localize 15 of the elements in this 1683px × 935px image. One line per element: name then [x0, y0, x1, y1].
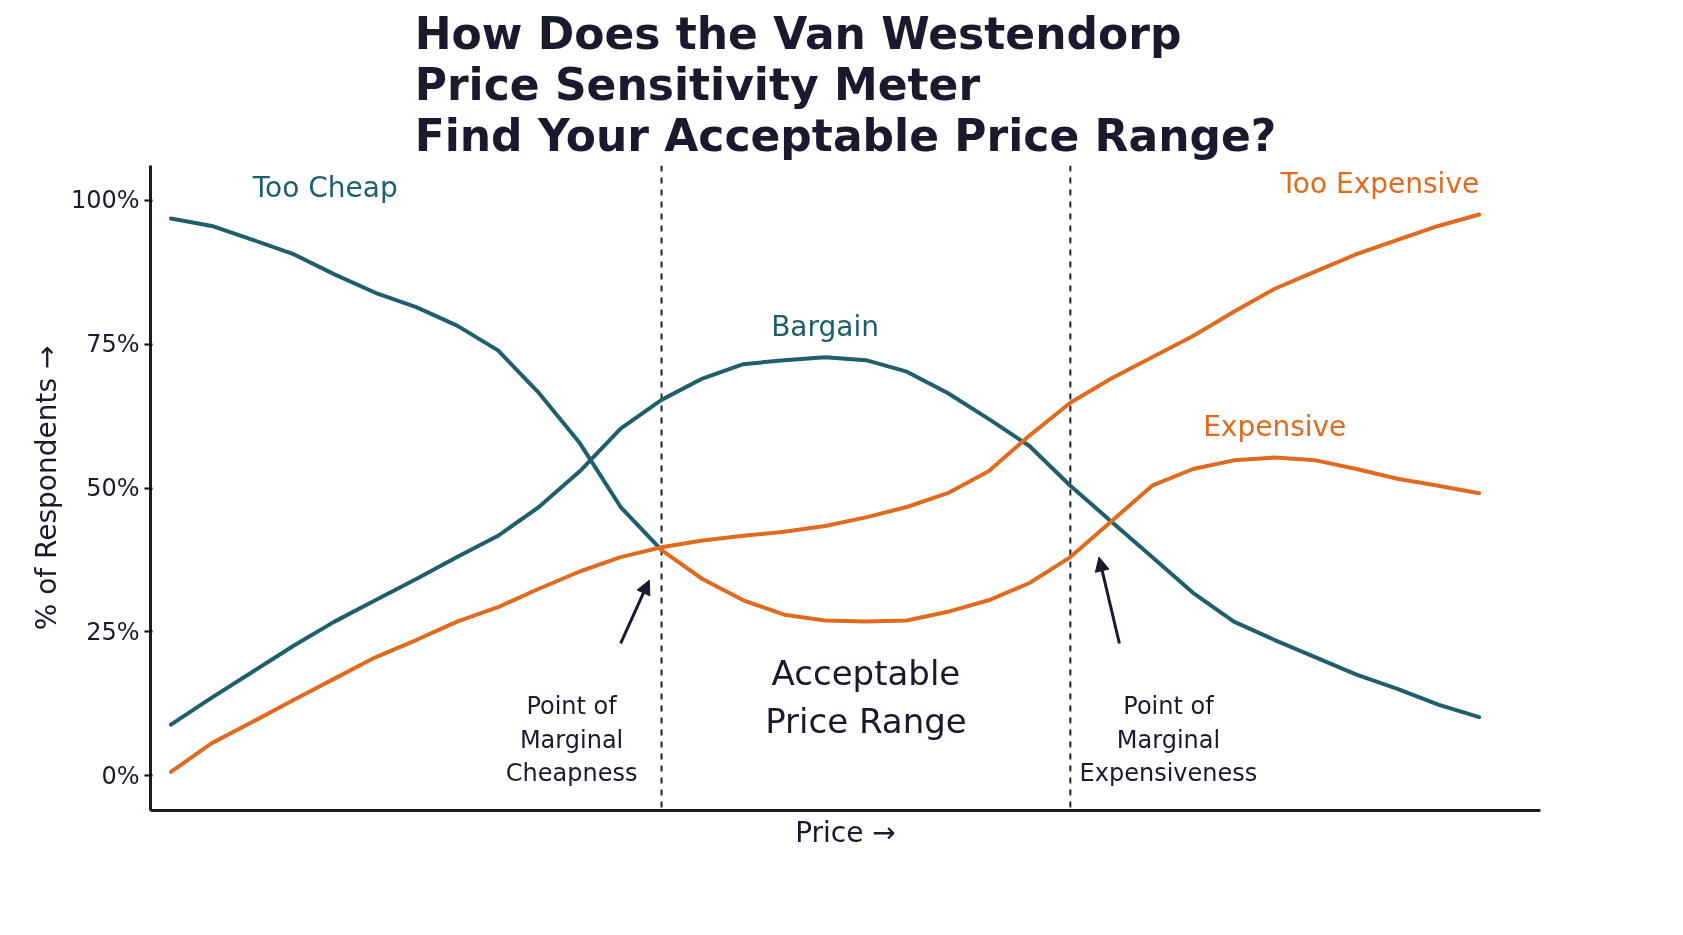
- chart-title: How Does the Van Westendorp Price Sensitivity Meter Find Your Acceptable Price Range?: [414, 7, 1277, 161]
- annotation: Point of Marginal Expensiveness: [1079, 692, 1258, 788]
- series-label: Too Expensive: [1279, 167, 1480, 201]
- y-tick-label: 75%: [86, 330, 140, 359]
- x-axis-title: Price →: [795, 815, 896, 849]
- y-axis-title: % of Respondents →: [29, 345, 63, 631]
- series-label: Expensive: [1203, 410, 1347, 444]
- y-tick-label: 25%: [86, 617, 140, 646]
- annotation: Acceptable Price Range: [765, 653, 967, 742]
- annotation: Point of Marginal Cheapness: [505, 692, 638, 788]
- y-tick-label: 0%: [101, 761, 140, 790]
- series-label: Too Cheap: [251, 171, 398, 205]
- series-label: Bargain: [771, 310, 879, 344]
- y-tick-label: 100%: [70, 186, 140, 215]
- y-tick-label: 50%: [86, 474, 140, 502]
